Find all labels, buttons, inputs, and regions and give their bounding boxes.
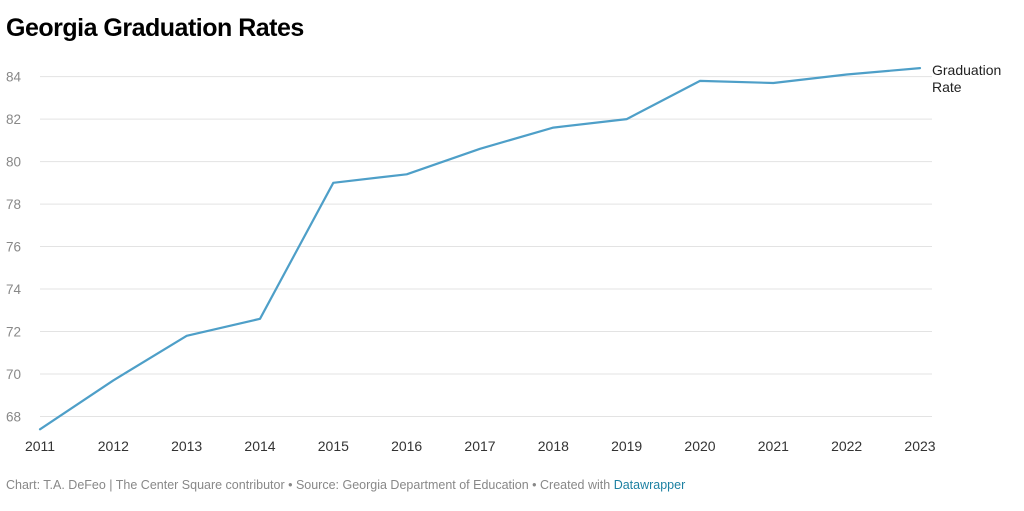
x-tick-label-2017: 2017	[464, 438, 495, 454]
footer-credit-text: Chart: T.A. DeFeo | The Center Square co…	[6, 478, 614, 492]
x-tick-label-2021: 2021	[758, 438, 789, 454]
x-tick-label-2018: 2018	[538, 438, 569, 454]
chart-footer: Chart: T.A. DeFeo | The Center Square co…	[6, 478, 685, 492]
x-tick-label-2015: 2015	[318, 438, 349, 454]
y-axis-ticks: 68 70 72 74 76 78 80 82 84	[6, 70, 22, 425]
chart-title: Georgia Graduation Rates	[6, 14, 304, 42]
y-tick-label-74: 74	[6, 282, 22, 297]
y-tick-label-80: 80	[6, 155, 21, 170]
gridlines	[40, 76, 932, 418]
x-tick-label-2012: 2012	[98, 438, 129, 454]
x-tick-label-2011: 2011	[25, 438, 55, 454]
series-label-line-1: Rate	[932, 79, 962, 95]
series-label: Graduation Rate	[932, 62, 1001, 95]
y-tick-label-76: 76	[6, 240, 21, 255]
series-label-line-0: Graduation	[932, 62, 1001, 78]
x-tick-label-2019: 2019	[611, 438, 642, 454]
x-tick-label-2020: 2020	[684, 438, 715, 454]
datawrapper-link[interactable]: Datawrapper	[613, 478, 686, 492]
x-tick-label-2022: 2022	[831, 438, 862, 454]
series-line-0	[38, 66, 922, 431]
series-group: Graduation Rate	[38, 62, 1001, 431]
y-tick-label-72: 72	[6, 325, 21, 340]
y-tick-label-78: 78	[6, 197, 21, 212]
x-tick-label-2014: 2014	[244, 438, 275, 454]
x-tick-label-2023: 2023	[904, 438, 935, 454]
x-axis-ticks: 2011 2012 2013 2014 2015 2016 2017 2018 2019 2020…	[25, 438, 936, 454]
y-tick-label-68: 68	[6, 410, 21, 425]
x-tick-label-2016: 2016	[391, 438, 422, 454]
x-tick-label-2013: 2013	[171, 438, 202, 454]
y-tick-label-70: 70	[6, 367, 21, 382]
y-tick-label-82: 82	[6, 112, 21, 127]
y-tick-label-84: 84	[6, 70, 22, 85]
